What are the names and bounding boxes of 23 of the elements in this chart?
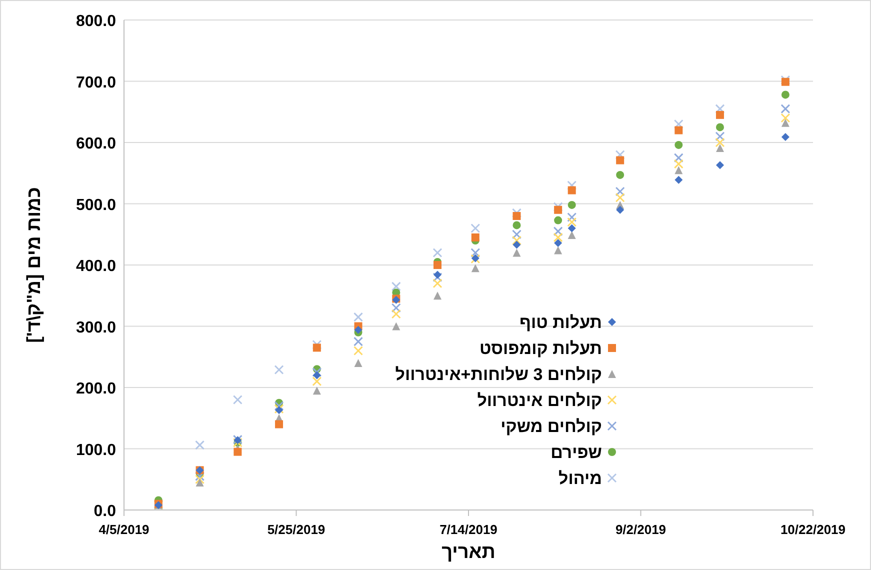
- y-tick-label: 800.0: [76, 13, 116, 30]
- legend-label: מיהול: [558, 469, 602, 488]
- x-axis-title: תאריך: [442, 542, 496, 563]
- x-tick-label: 9/2/2019: [615, 522, 666, 537]
- y-tick-label: 0.0: [94, 503, 116, 520]
- x-tick-label: 10/22/2019: [780, 522, 846, 537]
- x-tick-label: 7/14/2019: [440, 522, 498, 537]
- legend-label: תעלות טוף: [520, 313, 602, 332]
- y-tick-label: 300.0: [76, 319, 116, 336]
- x-tick-label: 4/5/2019: [98, 522, 150, 537]
- y-tick-label: 100.0: [76, 442, 116, 459]
- legend-label: קולחים משקי: [500, 417, 602, 436]
- y-tick-label: 700.0: [76, 74, 116, 92]
- y-tick-label: 400.0: [76, 258, 116, 275]
- legend-label: תעלות קומפוסט: [479, 339, 602, 358]
- y-tick-label: 500.0: [76, 196, 116, 214]
- y-tick-label: 200.0: [76, 380, 116, 398]
- legend-label: קולחים אינטרוול: [477, 391, 602, 410]
- x-tick-label: 5/25/2019: [267, 522, 326, 537]
- y-tick-label: 600.0: [76, 136, 116, 152]
- y-axis-title: כמות מים [מ"ק\ד']: [24, 187, 45, 343]
- legend-label: קולחים 3 שלוחות+אינטרוול: [395, 365, 602, 384]
- legend-label: שפירם: [550, 443, 602, 462]
